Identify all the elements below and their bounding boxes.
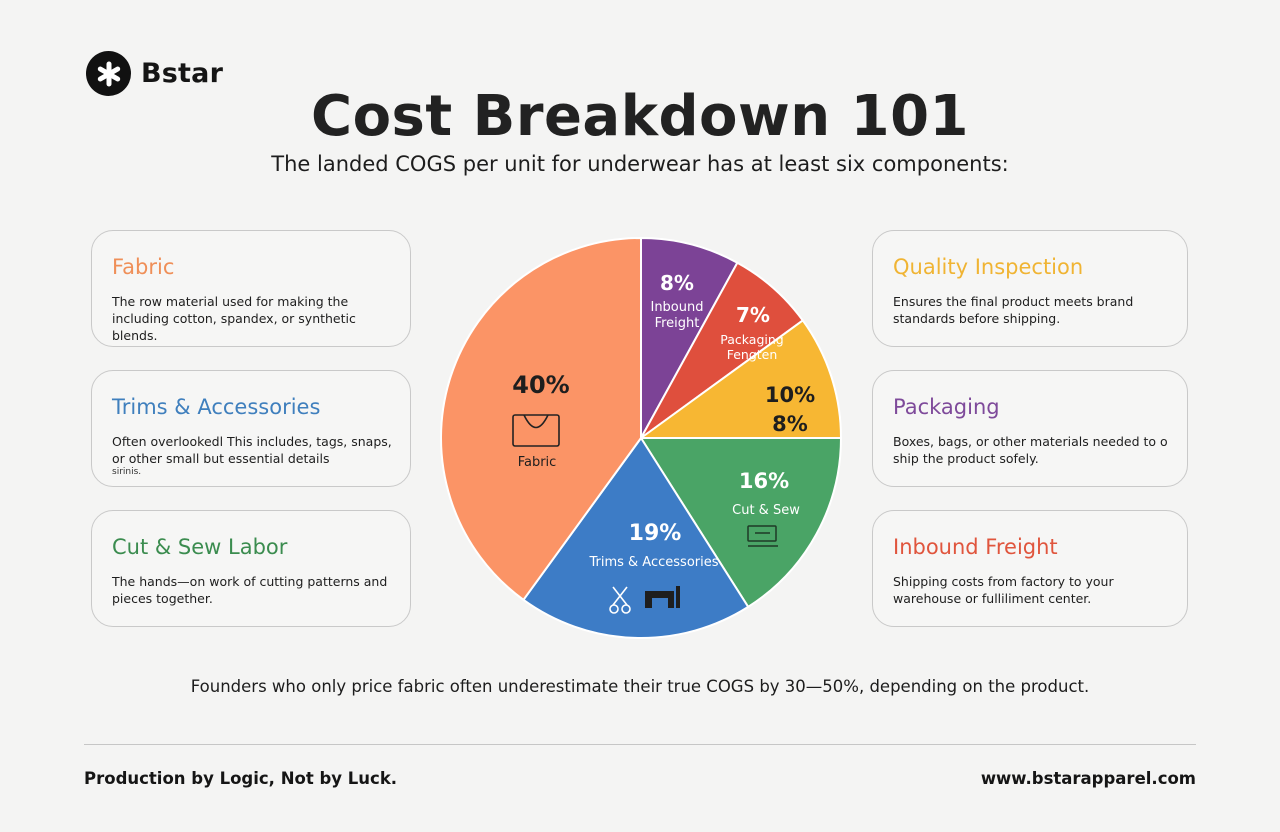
card-description: The hands—on work of cutting patterns an…	[112, 574, 388, 606]
brand-logo: Bstar	[86, 51, 223, 96]
card-note: sirinis.	[112, 467, 142, 477]
tote-bag-body	[512, 414, 560, 447]
card-title: Packaging	[893, 395, 1000, 419]
card-trims-accessories: Trims & Accessories Often overlookedl Th…	[91, 370, 411, 487]
pie-category-label: Packaging	[720, 332, 783, 347]
card-inbound-freight: Inbound Freight Shipping costs from fact…	[872, 510, 1188, 627]
card-description: The row material used for making the inc…	[112, 294, 356, 343]
pie-slice-inbound-freight	[640, 236, 739, 439]
card-title: Cut & Sew Labor	[112, 535, 288, 559]
sewing-machine-body	[747, 525, 777, 542]
pie-value-label: 16%	[739, 469, 789, 493]
card-description: Boxes, bags, or other materials needed t…	[893, 434, 1168, 466]
brand-name: Bstar	[141, 58, 224, 89]
card-description: Often overlookedl This includes, tags, s…	[112, 434, 392, 466]
footer-website-link[interactable]: www.bstarapparel.com	[980, 769, 1196, 788]
asterisk-logo-icon	[86, 51, 131, 96]
card-quality-inspection: Quality Inspection Ensures the final pro…	[872, 230, 1188, 347]
pie-category-label: Trims & Accessories	[588, 555, 718, 570]
sewing-machine-needle	[676, 586, 680, 608]
sewing-machine-shape	[645, 591, 674, 608]
card-title: Fabric	[112, 255, 175, 279]
card-description: Shipping costs from factory to your ware…	[893, 574, 1114, 606]
scissors-handle	[609, 604, 619, 614]
pie-value-label: 8%	[660, 271, 694, 295]
pie-category-label: Inbound	[650, 300, 703, 315]
pie-slice-cut-sew	[639, 437, 843, 609]
pie-value-label: 19%	[629, 521, 682, 546]
tote-bag-handle	[523, 414, 549, 429]
pie-category-label: Fabric	[518, 455, 557, 470]
scissors-blade	[612, 586, 628, 606]
card-description: Ensures the final product meets brand st…	[893, 294, 1134, 326]
pie-value-label: 40%	[512, 371, 569, 399]
card-cut-sew-labor: Cut & Sew Labor The hands—on work of cut…	[91, 510, 411, 627]
tote-bag-icon	[512, 414, 560, 447]
card-title: Inbound Freight	[893, 535, 1058, 559]
pie-slice-fabric	[440, 236, 642, 602]
pie-value-label-secondary: 8%	[772, 412, 808, 436]
pie-category-label: Fengten	[727, 347, 778, 362]
pie-slice-trims-accessories	[522, 436, 750, 639]
pie-category-label: Cut & Sew	[732, 503, 800, 518]
pie-value-label: 10%	[765, 383, 815, 407]
pie-category-label: Freight	[655, 316, 700, 331]
pie-value-label: 7%	[736, 303, 770, 327]
page-title: Cost Breakdown 101	[310, 84, 970, 149]
footer-tagline: Production by Logic, Not by Luck.	[84, 769, 398, 788]
scissors-icon	[609, 586, 631, 614]
card-title: Trims & Accessories	[112, 395, 321, 419]
card-title: Quality Inspection	[893, 255, 1084, 279]
card-packaging: Packaging Boxes, bags, or other material…	[872, 370, 1188, 487]
sewing-machine-icon	[645, 586, 680, 608]
footer-divider	[84, 744, 1196, 745]
card-fabric: Fabric The row material used for making …	[91, 230, 411, 347]
sewing-machine-icon	[747, 525, 778, 547]
page-subtitle: The landed COGS per unit for underwear h…	[271, 152, 1009, 176]
footnote: Founders who only price fabric often und…	[190, 677, 1090, 696]
scissors-handle	[621, 604, 631, 614]
pie-slice-slice-2	[637, 319, 843, 439]
